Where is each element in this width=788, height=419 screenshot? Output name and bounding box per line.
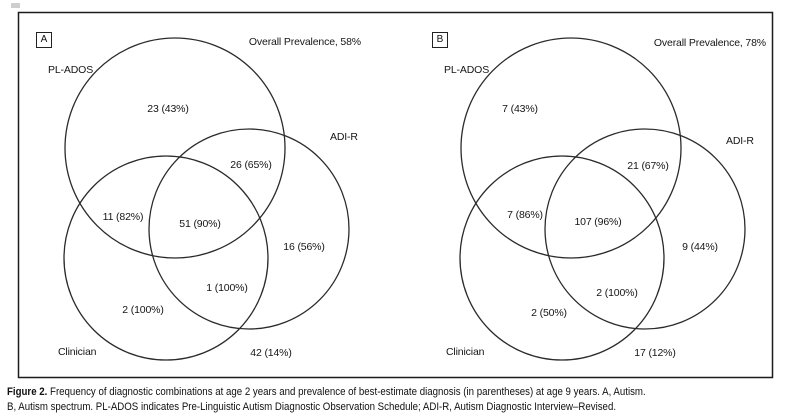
scan-artifact	[11, 3, 20, 8]
panel-a-label-pl-ados: PL-ADOS	[48, 64, 94, 76]
panel-a-label-adi-r: ADI-R	[330, 131, 358, 143]
venn-a-region-adi-clin: 1 (100%)	[206, 282, 248, 294]
venn-b-region-pl-clin: 7 (86%)	[507, 209, 543, 221]
venn-a-region-all: 51 (90%)	[179, 218, 221, 230]
caption-line-1: Figure 2. Frequency of diagnostic combin…	[7, 385, 788, 400]
panel-b-label-pl-ados: PL-ADOS	[444, 64, 490, 76]
venn-a-region-adi-only: 16 (56%)	[283, 241, 325, 253]
figure-frame	[17, 11, 774, 379]
venn-a-region-clin-only: 2 (100%)	[122, 304, 164, 316]
venn-a-region-none: 42 (14%)	[250, 347, 292, 359]
figure-caption: Figure 2. Frequency of diagnostic combin…	[7, 385, 788, 415]
panel-b-label-adi-r: ADI-R	[726, 135, 754, 147]
panel-a-prevalence: Overall Prevalence, 58%	[248, 36, 361, 48]
venn-circle-clinician-b	[459, 155, 665, 361]
venn-circle-pl-ados-b	[460, 37, 682, 259]
venn-b-region-adi-clin: 2 (100%)	[596, 287, 638, 299]
venn-b-region-none: 17 (12%)	[634, 347, 676, 359]
venn-b-region-adi-only: 9 (44%)	[682, 241, 718, 253]
venn-circle-adi-r-a	[148, 128, 350, 330]
venn-b-region-pl-adi: 21 (67%)	[627, 160, 669, 172]
caption-line1-text: Frequency of diagnostic combinations at …	[47, 386, 646, 398]
panel-a-label-clinician: Clinician	[58, 346, 97, 358]
venn-a-region-pl-only: 23 (43%)	[147, 103, 189, 115]
venn-b-region-clin-only: 2 (50%)	[531, 307, 567, 319]
panel-b-prevalence: Overall Prevalence, 78%	[653, 37, 766, 49]
venn-b-region-all: 107 (96%)	[574, 216, 622, 228]
venn-circle-pl-ados-a	[64, 37, 286, 259]
venn-a-region-pl-clin: 11 (82%)	[102, 211, 144, 223]
caption-line-2: B, Autism spectrum. PL-ADOS indicates Pr…	[7, 401, 617, 413]
panel-a-tag: A	[36, 32, 52, 48]
caption-figure-label: Figure 2.	[7, 386, 48, 398]
venn-circle-adi-r-b	[544, 128, 746, 330]
venn-a-region-pl-adi: 26 (65%)	[230, 159, 272, 171]
panel-b-tag: B	[432, 32, 448, 48]
panel-b-label-clinician: Clinician	[446, 346, 485, 358]
venn-circle-clinician-a	[63, 155, 269, 361]
venn-b-region-pl-only: 7 (43%)	[502, 103, 538, 115]
